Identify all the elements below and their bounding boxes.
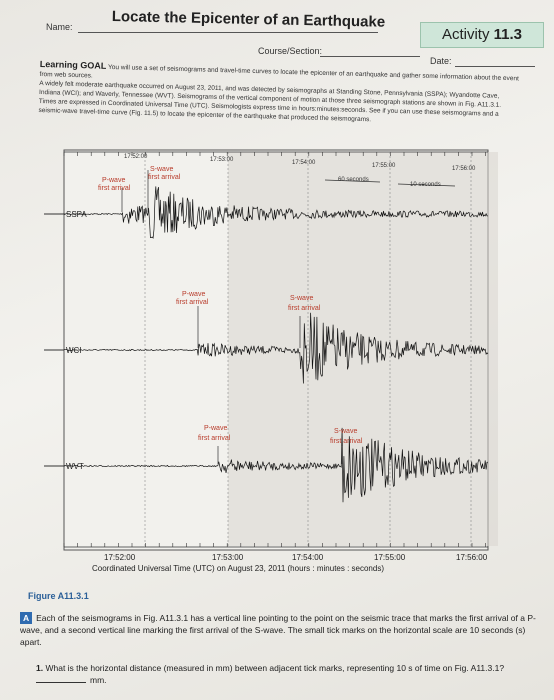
activity-badge: Activity 11.3: [420, 22, 544, 48]
sspa-p-label: P-wave: [102, 177, 125, 184]
course-label: Course/Section:: [258, 46, 323, 56]
wci-p-sub: first arrival: [176, 299, 209, 306]
question-1-text: What is the horizontal distance (measure…: [45, 663, 505, 673]
date-line[interactable]: [455, 66, 535, 67]
seismogram-trace-sspa: [63, 186, 488, 239]
sspa-s-label: S-wave: [150, 166, 173, 173]
scale-60-label: 60 seconds: [338, 177, 369, 183]
question-1-answer-blank[interactable]: [36, 682, 86, 683]
bottom-tick-label: 17:54:00: [292, 553, 324, 562]
top-tick-label: 17:55:00: [372, 163, 396, 169]
bottom-tick-label: 17:53:00: [212, 553, 244, 562]
figure-caption: Figure A11.3.1: [28, 591, 89, 601]
activity-number: 11.3: [493, 26, 523, 43]
wci-p-label: P-wave: [182, 291, 205, 298]
scale-bar-10: [397, 183, 456, 187]
top-tick-label: 17:53:00: [210, 157, 234, 163]
date-label: Date:: [430, 56, 452, 66]
wvt-p-label: P-wave: [204, 425, 227, 432]
question-1-number: 1.: [36, 663, 44, 673]
wci-s-label: S-wave: [290, 295, 313, 302]
seismogram-trace-wvt: [63, 427, 488, 503]
bottom-tick-label: 17:55:00: [374, 553, 406, 562]
scale-10-label: 10 seconds: [410, 182, 441, 188]
question-1-unit: mm.: [90, 675, 107, 685]
name-label: Name:: [46, 22, 73, 32]
wvt-p-sub: first arrival: [198, 435, 231, 442]
wvt-s-sub: first arrival: [330, 438, 363, 445]
question-a-text: Each of the seismograms in Fig. A11.3.1 …: [20, 613, 536, 647]
top-tick-label: 17:56:00: [452, 166, 476, 172]
top-tick-label: 17:54:00: [292, 160, 316, 166]
bottom-tick-label: 17:56:00: [456, 553, 488, 562]
question-a-tag: A: [20, 612, 33, 624]
course-line[interactable]: [320, 56, 420, 57]
name-line[interactable]: [78, 32, 378, 33]
bottom-tick-label: 17:52:00: [104, 553, 136, 562]
station-label-wci: WCI: [66, 346, 82, 355]
activity-label: Activity: [441, 26, 490, 43]
question-1: 1. What is the horizontal distance (meas…: [36, 662, 546, 686]
scale-bar-60: [324, 179, 381, 183]
wci-s-sub: first arrival: [288, 305, 321, 312]
top-tick-label: 17:52:00: [124, 154, 148, 160]
bottom-minor-ticks: [63, 543, 486, 547]
x-axis-label: Coordinated Universal Time (UTC) on Augu…: [92, 564, 384, 573]
station-label-sspa: SSPA: [66, 210, 87, 219]
shaded-time-band: [228, 152, 498, 546]
sspa-p-sub: first arrival: [98, 185, 131, 192]
top-minor-ticks: [63, 152, 486, 156]
station-label-wvt: WVT: [66, 462, 84, 471]
question-a: A Each of the seismograms in Fig. A11.3.1…: [20, 612, 540, 648]
wvt-s-label: S-wave: [334, 428, 357, 435]
sspa-s-sub: first arrival: [148, 174, 181, 181]
seismogram-trace-wci: [63, 312, 489, 384]
